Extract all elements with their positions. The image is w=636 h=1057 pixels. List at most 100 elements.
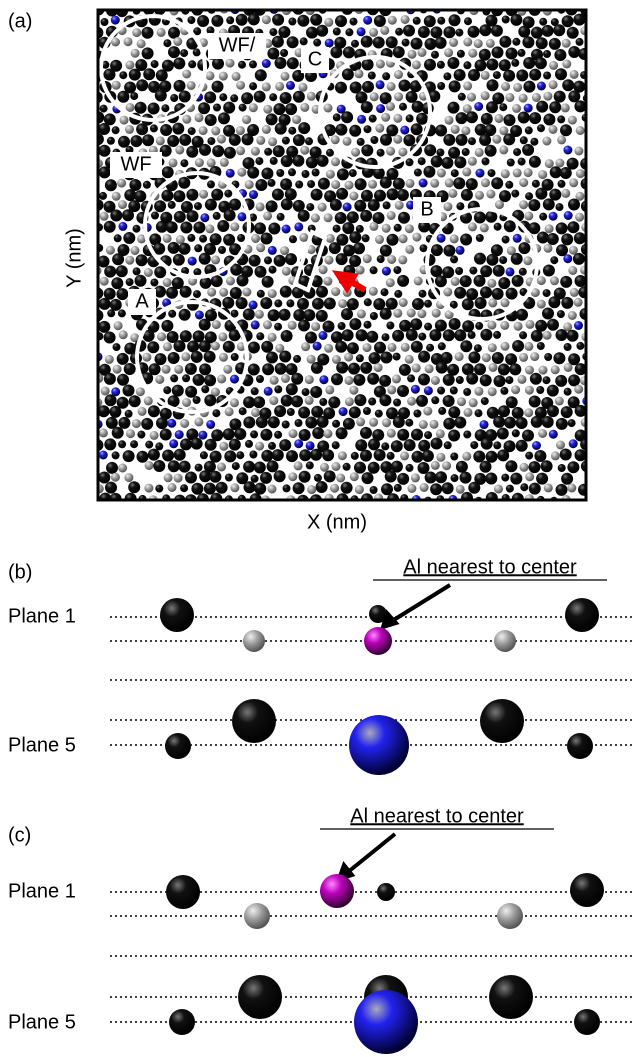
atom: [482, 157, 490, 165]
atom: [376, 104, 385, 113]
atom: [166, 287, 178, 299]
atom: [166, 221, 178, 233]
atom: [318, 203, 327, 212]
atom: [269, 28, 277, 36]
atom: [274, 255, 286, 267]
atom: [105, 179, 117, 191]
atom: [269, 396, 278, 405]
atom: [124, 473, 133, 482]
atom: [231, 353, 239, 361]
atom: [388, 343, 397, 352]
atom: [351, 40, 359, 48]
atom: [385, 471, 397, 483]
atom-center: [354, 990, 418, 1054]
atom: [167, 135, 179, 147]
atom: [537, 124, 545, 132]
atom: [98, 472, 110, 484]
atom: [374, 342, 386, 354]
atom: [180, 159, 188, 167]
atom: [541, 460, 553, 472]
atom: [509, 363, 521, 375]
atom: [586, 211, 598, 223]
atom: [255, 442, 264, 451]
atom: [448, 430, 460, 442]
atom: [230, 375, 239, 384]
atom: [360, 210, 372, 222]
atom: [542, 25, 554, 37]
atom: [356, 266, 365, 275]
atom: [98, 321, 110, 333]
atom: [486, 451, 498, 463]
atom: [480, 329, 492, 341]
atom: [323, 277, 332, 286]
atom: [313, 39, 321, 47]
atom: [493, 416, 505, 428]
atom: [131, 246, 140, 255]
atom: [191, 438, 203, 450]
atom: [353, 374, 365, 386]
atom: [424, 300, 432, 308]
atom: [276, 169, 284, 177]
atom: [468, 331, 476, 339]
atom: [343, 463, 351, 471]
atom: [311, 322, 320, 331]
atom: [188, 257, 197, 266]
atom: [574, 298, 583, 307]
atom: [111, 16, 120, 25]
atom: [107, 309, 115, 317]
atom: [343, 137, 352, 146]
atom: [479, 49, 491, 61]
atom: [443, 374, 455, 386]
atom: [437, 61, 445, 69]
atom: [562, 79, 574, 91]
atom: [99, 145, 111, 157]
atom: [516, 309, 528, 321]
atom: [267, 460, 279, 472]
atom: [224, 209, 236, 221]
atom: [512, 429, 520, 437]
atom: [538, 170, 547, 179]
atom: [209, 471, 221, 483]
atom: [431, 438, 443, 450]
atom: [342, 329, 354, 341]
atom: [188, 60, 196, 68]
atom: [557, 115, 565, 123]
atoms-b: [160, 598, 599, 775]
atom: [155, 353, 167, 365]
atom: [589, 103, 597, 111]
atom: [407, 484, 416, 493]
atom: [523, 57, 535, 69]
atom: [249, 60, 257, 68]
atom: [211, 127, 220, 136]
atom: [403, 25, 415, 37]
atom: [185, 472, 197, 484]
atom: [442, 461, 451, 470]
atom: [99, 428, 108, 437]
callout: Al nearest to center: [350, 805, 524, 827]
atom: [525, 386, 534, 395]
atom: [568, 116, 577, 125]
atom: [525, 472, 534, 481]
atom: [311, 214, 320, 223]
atom: [511, 253, 523, 265]
atom: [195, 113, 204, 122]
atom: [486, 492, 498, 504]
atom: [331, 180, 340, 189]
atom: [128, 481, 140, 493]
atom: [441, 157, 453, 169]
atom: [486, 254, 498, 266]
atom: [563, 146, 572, 155]
atom: [236, 451, 244, 459]
atom: [161, 190, 173, 202]
atom: [272, 36, 284, 48]
atom: [387, 429, 396, 438]
atom: [172, 385, 184, 397]
atom: [425, 364, 434, 373]
atom: [199, 235, 207, 243]
atom: [520, 483, 528, 491]
atom: [123, 385, 135, 397]
atom: [377, 883, 395, 901]
atom: [518, 112, 530, 124]
atom: [561, 297, 573, 309]
atom: [443, 395, 455, 407]
